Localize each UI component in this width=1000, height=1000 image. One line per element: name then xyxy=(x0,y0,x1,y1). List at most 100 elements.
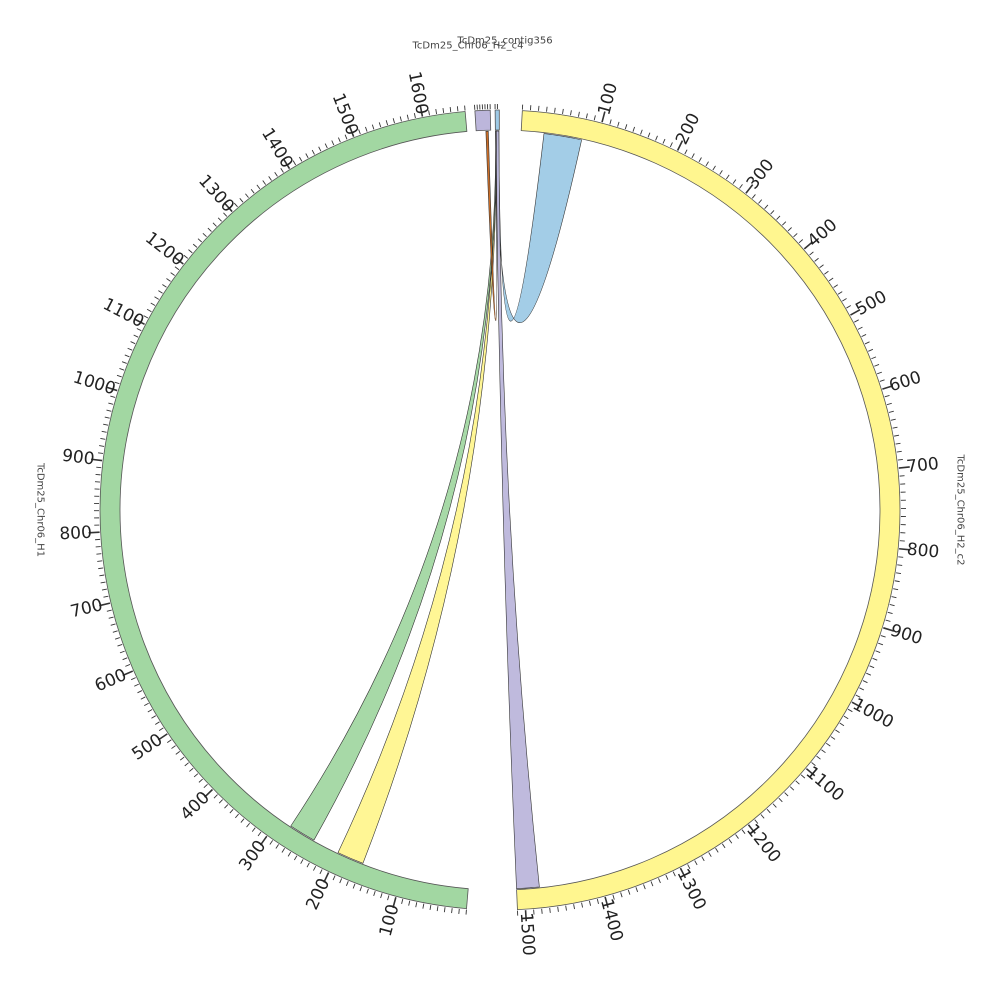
tick-mark xyxy=(300,859,304,864)
tick-mark xyxy=(233,202,238,208)
tick-mark xyxy=(581,902,584,908)
tick-mark xyxy=(108,402,114,405)
tick-mark xyxy=(121,361,127,364)
tick-mark xyxy=(240,818,245,823)
tick-mark xyxy=(269,840,274,845)
tick-mark xyxy=(147,709,153,713)
tick-mark xyxy=(96,553,102,555)
tick-mark xyxy=(708,852,712,857)
tick-mark xyxy=(862,680,868,684)
tick-mark xyxy=(824,270,829,275)
tick-label: 100 xyxy=(594,81,622,117)
tick-mark xyxy=(419,105,424,117)
tick-mark xyxy=(174,256,184,265)
tick-mark xyxy=(778,797,783,803)
tick-mark xyxy=(151,715,156,719)
tick-mark xyxy=(669,142,673,148)
tick-mark xyxy=(891,596,897,599)
tick-mark xyxy=(795,780,800,785)
tick-mark xyxy=(739,184,743,189)
tick-mark xyxy=(662,138,666,144)
tick-mark xyxy=(158,727,164,731)
tick-mark xyxy=(883,627,895,632)
tick-mark xyxy=(380,893,383,899)
link-ribbon-2 xyxy=(337,130,497,864)
tick-mark xyxy=(103,423,109,426)
tick-mark xyxy=(596,898,599,904)
tick-mark xyxy=(134,683,139,687)
tick-mark xyxy=(839,722,845,727)
tick-mark xyxy=(890,418,896,421)
tick-mark xyxy=(114,381,120,385)
tick-mark xyxy=(643,884,646,890)
tick-label: 500 xyxy=(128,730,166,765)
tick-mark xyxy=(458,908,460,914)
tick-mark xyxy=(97,560,103,562)
tick-mark xyxy=(854,319,859,323)
tick-mark xyxy=(224,202,233,213)
tick-label: 900 xyxy=(61,446,96,470)
tick-mark xyxy=(179,756,185,761)
chromosome-label-c4: TcDm25_Chr06_H2_c4 xyxy=(412,41,524,52)
tick-label: 900 xyxy=(888,621,925,650)
tick-mark xyxy=(747,824,756,834)
tick-mark xyxy=(787,227,792,232)
tick-mark xyxy=(234,813,239,819)
tick-mark xyxy=(435,109,438,115)
tick-mark xyxy=(585,113,588,119)
tick-mark xyxy=(859,687,865,691)
tick-mark xyxy=(193,773,199,778)
tick-label: 1600 xyxy=(404,70,432,116)
tick-mark xyxy=(728,838,733,844)
tick-mark xyxy=(715,847,719,853)
tick-label: 100 xyxy=(376,902,404,939)
chromosome-block-h2c2 xyxy=(516,110,901,911)
tick-mark xyxy=(259,835,268,846)
tick-mark xyxy=(332,875,336,881)
tick-mark xyxy=(96,466,102,469)
tick-mark xyxy=(125,664,131,667)
tick-mark xyxy=(712,165,716,171)
tick-mark xyxy=(894,580,900,583)
tick-mark xyxy=(305,153,309,159)
tick-mark xyxy=(359,886,363,892)
tick-label: 1400 xyxy=(596,897,627,944)
tick-mark xyxy=(268,176,272,181)
tick-mark xyxy=(415,902,418,908)
tick-mark xyxy=(143,315,149,319)
tick-mark xyxy=(833,284,839,288)
tick-mark xyxy=(112,630,118,633)
tick-mark xyxy=(406,114,409,120)
tick-mark xyxy=(262,180,267,185)
tick-mark xyxy=(658,878,661,884)
tick-mark xyxy=(577,111,580,117)
tick-mark xyxy=(609,119,612,125)
tick-mark xyxy=(358,129,361,135)
tick-mark xyxy=(612,894,615,900)
tick-label: 1200 xyxy=(141,228,187,270)
tick-mark xyxy=(895,572,902,575)
tick-mark xyxy=(880,635,886,638)
tick-mark xyxy=(691,153,695,159)
tick-mark xyxy=(108,616,114,619)
tick-mark xyxy=(188,249,193,254)
tick-label: 500 xyxy=(852,287,890,320)
tick-mark xyxy=(122,670,134,677)
tick-mark xyxy=(782,221,787,226)
tick-mark xyxy=(124,354,130,358)
chromosome-block-h1 xyxy=(99,111,469,910)
tick-mark xyxy=(878,642,884,646)
tick-mark xyxy=(100,581,106,584)
tick-mark xyxy=(101,588,107,591)
tick-mark xyxy=(655,135,658,141)
tick-label: 800 xyxy=(59,523,93,545)
tick-mark xyxy=(104,416,110,419)
tick-mark xyxy=(679,867,687,879)
tick-mark xyxy=(207,227,212,232)
tick-mark xyxy=(647,132,651,138)
tick-mark xyxy=(283,158,291,170)
tick-mark xyxy=(843,715,849,720)
tick-mark xyxy=(604,896,609,908)
tick-mark xyxy=(899,547,911,551)
